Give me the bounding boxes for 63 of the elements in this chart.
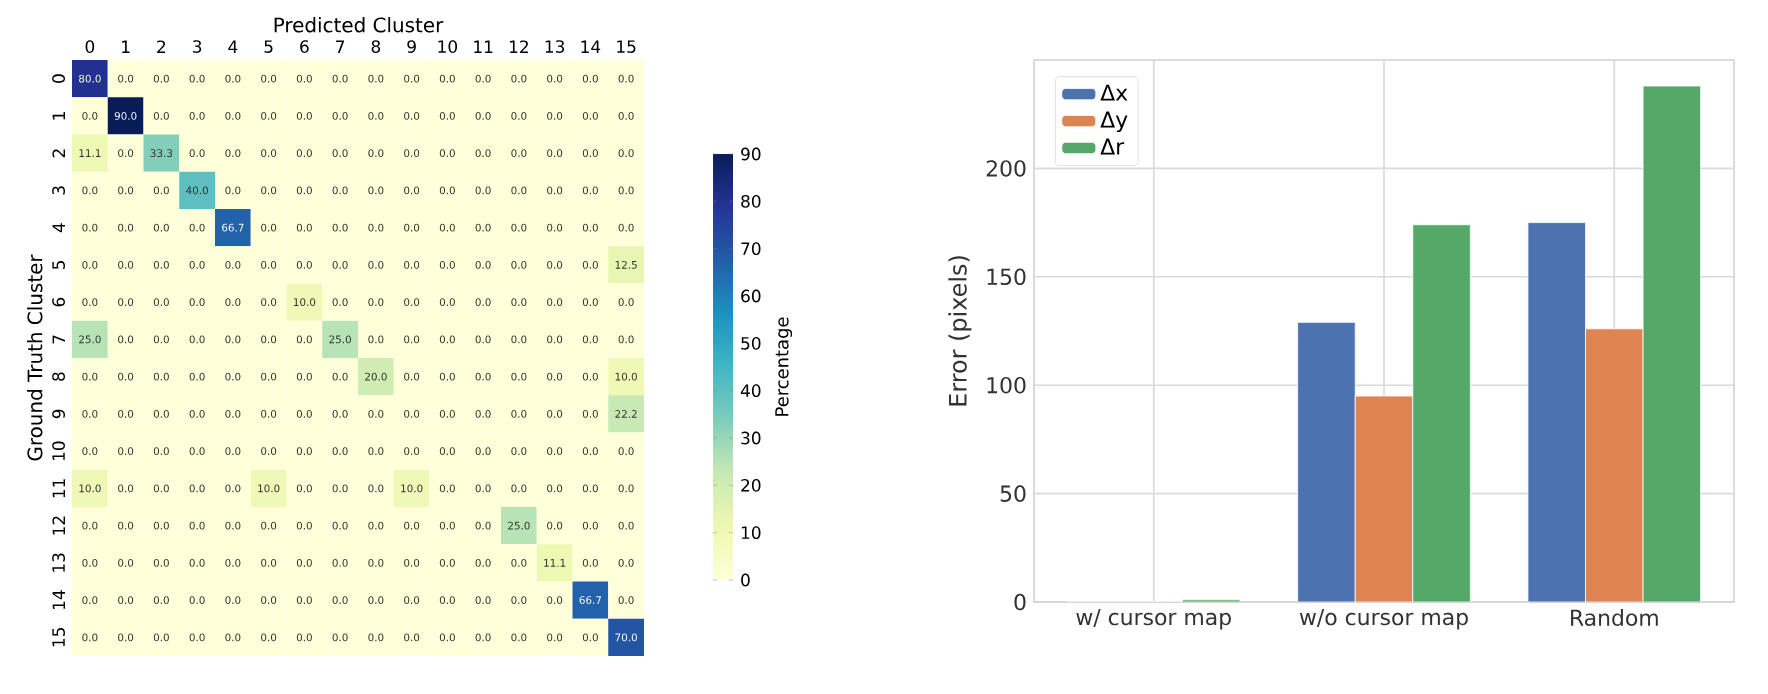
- x-tick-label: 14: [581, 40, 601, 53]
- y-tick-label: 3: [52, 186, 65, 195]
- legend-label: Δy: [1100, 111, 1128, 133]
- y-tick-label: 200: [986, 160, 1026, 177]
- y-tick-label: 5: [52, 260, 65, 269]
- x-tick-label: 0: [85, 40, 95, 53]
- color-bar-label: 20: [741, 478, 761, 492]
- x-tick-label: w/ cursor map: [1076, 609, 1231, 630]
- x-tick-label: 4: [228, 40, 238, 53]
- color-bar-label: 40: [740, 384, 761, 398]
- x-tick-label: 1: [122, 40, 130, 53]
- y-tick-label: 8: [52, 372, 65, 381]
- y-tick-label: 0: [52, 74, 65, 83]
- color-bar-label: 60: [741, 289, 761, 303]
- x-tick-label: 15: [617, 40, 636, 53]
- y-tick-label: 15: [52, 628, 65, 647]
- bar: [1412, 224, 1471, 602]
- y-axis-title: Ground Truth Cluster: [27, 254, 43, 461]
- y-axis-title: Error (pixels): [948, 256, 972, 406]
- x-tick-label: 10: [438, 40, 458, 53]
- y-tick-label: 9: [52, 409, 65, 419]
- y-tick-label: 12: [52, 516, 65, 535]
- x-tick-label: w/o cursor map: [1299, 609, 1468, 630]
- x-tick-label: 8: [371, 40, 381, 53]
- x-tick-label: 12: [509, 40, 528, 53]
- y-tick-label: 10: [52, 441, 65, 461]
- x-tick-label: 2: [157, 40, 166, 53]
- bar: [1642, 85, 1702, 602]
- color-bar-label: 80: [741, 194, 761, 208]
- legend-label: Δr: [1100, 138, 1125, 155]
- x-tick-label: 11: [474, 40, 493, 53]
- y-tick-label: 7: [52, 335, 65, 344]
- x-tick-label: 7: [336, 40, 345, 53]
- y-tick-label: 4: [52, 223, 65, 233]
- color-bar-label: 50: [741, 336, 761, 350]
- legend-label: Δx: [1100, 84, 1128, 101]
- y-tick-label: 6: [52, 297, 65, 307]
- bar: [1297, 321, 1356, 602]
- y-tick-label: 100: [987, 376, 1026, 394]
- color-bar-title: Percentage: [775, 317, 793, 416]
- x-tick-label: 9: [407, 40, 416, 53]
- color-bar-label: 70: [741, 242, 761, 256]
- bar: [1585, 328, 1644, 602]
- color-bar-label: 30: [741, 431, 761, 445]
- y-tick-label: 150: [987, 268, 1026, 286]
- y-tick-label: 1: [52, 112, 65, 120]
- x-tick-label: 5: [264, 40, 273, 53]
- y-tick-label: 11: [52, 479, 65, 498]
- bar: [1527, 222, 1586, 602]
- y-tick-label: 0: [1014, 593, 1026, 611]
- y-tick-label: 50: [1000, 485, 1026, 502]
- x-tick-label: 6: [300, 40, 309, 53]
- y-tick-label: 14: [52, 590, 65, 610]
- x-tick-label: 13: [545, 40, 565, 53]
- y-tick-label: 2: [52, 149, 65, 158]
- bar: [1354, 395, 1414, 602]
- y-tick-label: 13: [52, 553, 65, 572]
- x-tick-label: 3: [193, 40, 202, 53]
- x-tick-label: Random: [1571, 609, 1658, 626]
- color-bar-label: 0: [741, 573, 750, 587]
- color-bar-label: 10: [741, 526, 761, 540]
- x-axis-title: Predicted Cluster: [274, 17, 444, 33]
- color-bar-label: 90: [741, 147, 761, 161]
